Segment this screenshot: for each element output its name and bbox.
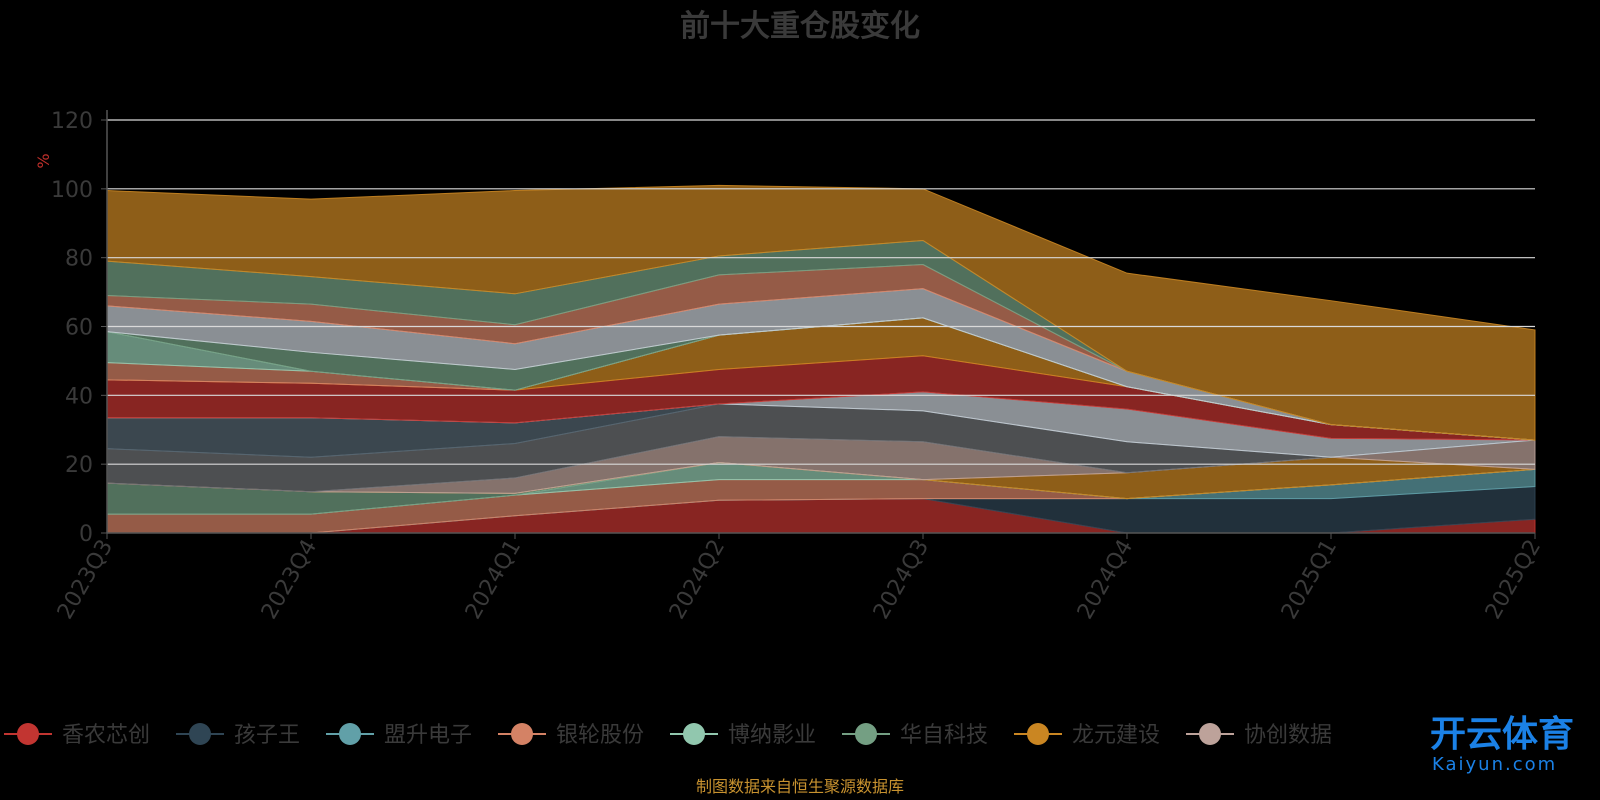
y-tick-label: 20 [65,453,93,478]
legend-marker [1027,723,1049,745]
watermark-sub: Kaiyun.com [1432,754,1557,775]
legend-label: 盟升电子 [384,723,472,748]
legend-item-0[interactable]: 香农芯创 [4,723,150,748]
legend-item-6[interactable]: 龙元建设 [1014,723,1160,748]
legend-label: 华自科技 [900,723,988,748]
legend-marker [1199,723,1221,745]
y-tick-label: 0 [79,522,93,547]
legend-label: 银轮股份 [556,723,644,748]
legend-item-4[interactable]: 博纳影业 [670,723,816,748]
x-tick-label: 2024Q1 [461,536,526,624]
legend-item-7[interactable]: 协创数据 [1186,723,1332,748]
x-tick-label: 2023Q3 [53,536,118,624]
legend-label: 香农芯创 [62,723,150,748]
y-tick-label: 40 [65,384,93,409]
grid-lines: 0 20 40 60 80 100 120 [51,109,1535,547]
legend-label: 博纳影业 [728,723,816,748]
legend-marker [683,723,705,745]
legend-item-1[interactable]: 孩子王 [176,723,300,748]
legend-item-3[interactable]: 银轮股份 [498,723,644,748]
y-tick-label: 80 [65,247,93,272]
area-layers [106,184,1536,534]
area-series-19 [106,184,1536,441]
legend-label: 龙元建设 [1072,723,1160,748]
y-axis-unit: % [34,153,53,168]
y-tick-label: 120 [51,109,93,134]
legend-marker [189,723,211,745]
legend-item-2[interactable]: 盟升电子 [326,723,472,748]
source-note: 制图数据来自恒生聚源数据库 [696,777,904,796]
watermark-brand: 开云体育 [1430,714,1574,755]
legend-label: 孩子王 [234,723,300,748]
x-tick-label: 2024Q3 [869,536,934,624]
x-tick-label: 2024Q4 [1073,536,1138,624]
x-tick-label: 2025Q1 [1277,536,1342,624]
chart-title: 前十大重仓股变化 [680,9,920,44]
legend-label: 协创数据 [1244,723,1332,748]
x-tick-label: 2025Q2 [1481,536,1546,624]
x-tick-label: 2023Q4 [257,536,322,624]
legend-marker [855,723,877,745]
watermark: 开云体育 Kaiyun.com [1430,714,1574,775]
y-tick-label: 60 [65,316,93,341]
legend-marker [17,723,39,745]
y-tick-label: 100 [51,178,93,203]
legend-marker [511,723,533,745]
legend[interactable]: 香农芯创 孩子王 盟升电子 银轮股份 博纳影业 华自科技 龙元建设 协创数据 [4,723,1332,748]
legend-marker [339,723,361,745]
x-tick-label: 2024Q2 [665,536,730,624]
legend-item-5[interactable]: 华自科技 [842,723,988,748]
